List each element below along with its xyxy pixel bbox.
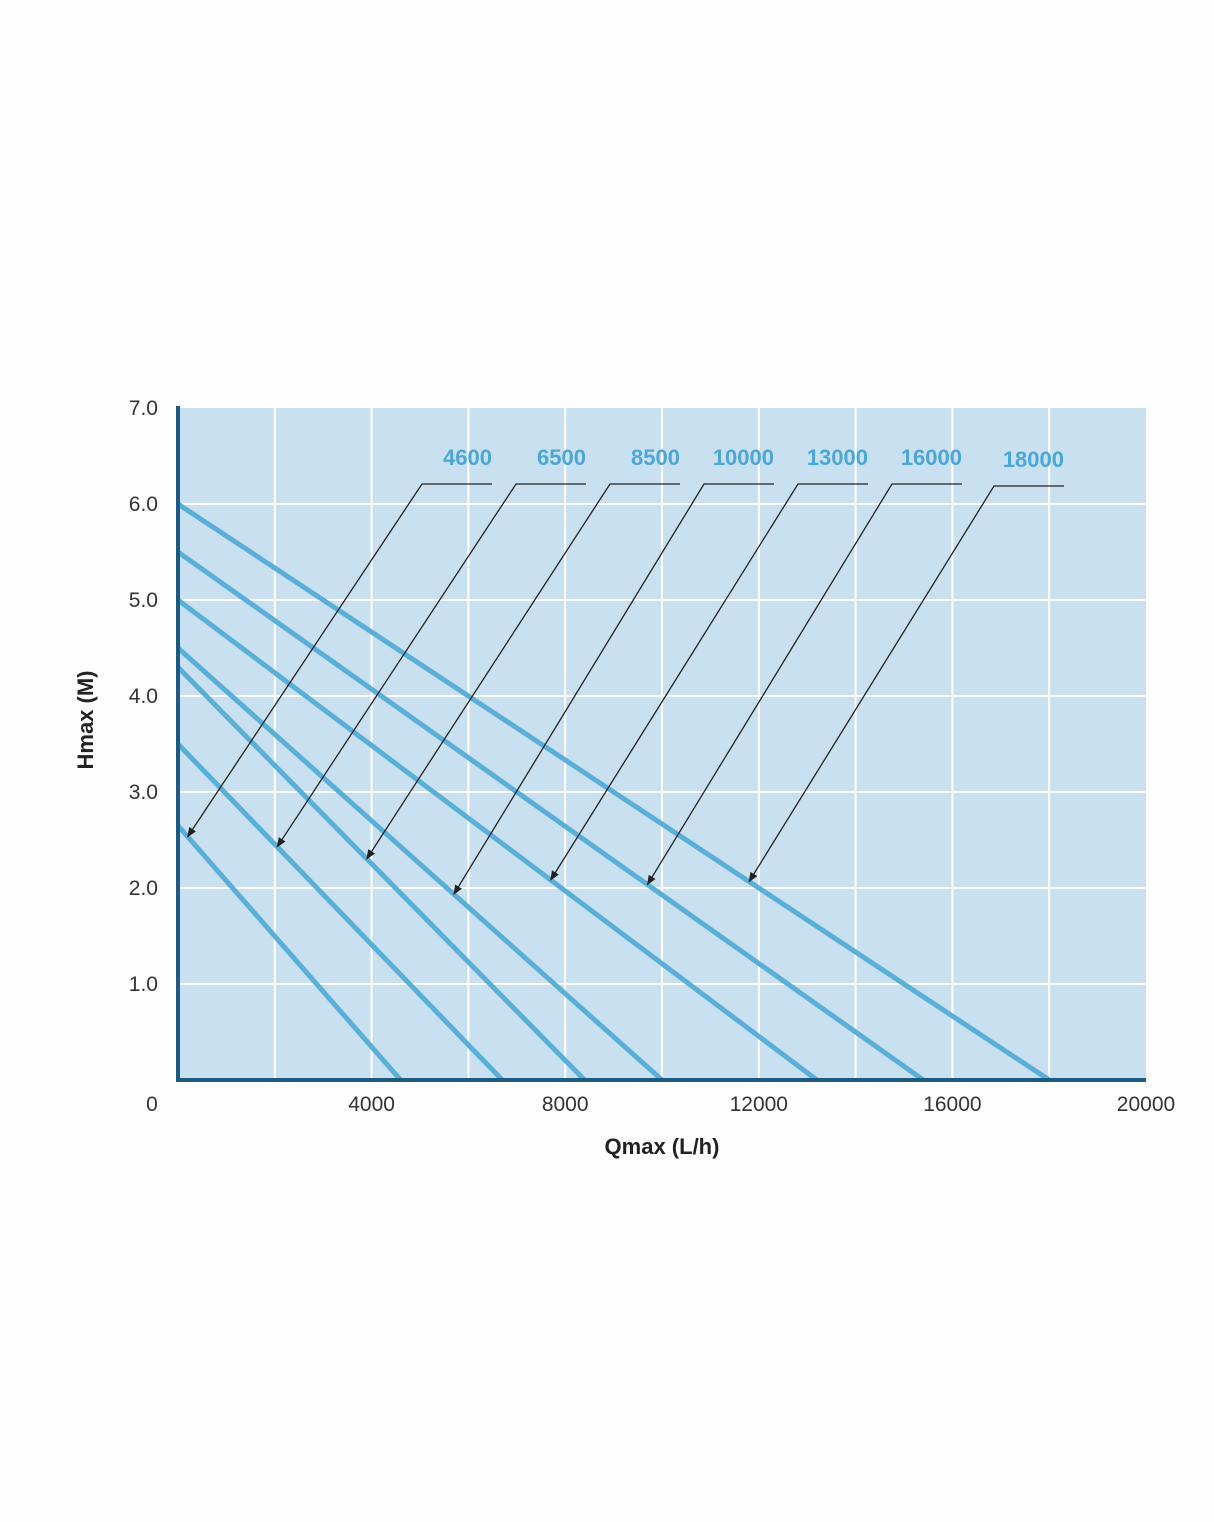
x-tick-label: 4000 xyxy=(348,1093,395,1116)
series-labels: 4600 6500 8500 10000 13000 16000 18000 xyxy=(443,445,1064,472)
y-tick-label: 4.0 xyxy=(129,685,158,708)
series-lines xyxy=(176,501,1051,1083)
x-tick-label: 0 xyxy=(146,1093,158,1116)
series-line-10000 xyxy=(176,646,664,1082)
y-tick-label: 7.0 xyxy=(129,397,158,420)
pointer-arrow-13000 xyxy=(550,483,868,881)
x-tick-label: 8000 xyxy=(542,1093,589,1116)
pointer-arrow-6500 xyxy=(276,483,586,848)
axes xyxy=(176,406,1146,1082)
series-label-16000: 16000 xyxy=(901,445,962,470)
pointer-arrow-18000 xyxy=(748,485,1064,883)
pointer-arrow-16000 xyxy=(646,483,962,886)
x-tick-label: 12000 xyxy=(730,1093,788,1116)
series-label-4600: 4600 xyxy=(443,445,492,470)
x-tick-label: 20000 xyxy=(1117,1093,1175,1116)
series-line-8500 xyxy=(176,665,587,1082)
pointer-arrow-8500 xyxy=(366,483,680,860)
tick-labels: 0 4000 8000 12000 16000 20000 1.0 2.0 3.0 4.0 5.0 6… xyxy=(129,397,1175,1116)
series-line-18000 xyxy=(176,501,1051,1083)
pointer-arrow-4600 xyxy=(187,483,492,838)
y-tick-label: 5.0 xyxy=(129,589,158,612)
y-tick-label: 3.0 xyxy=(129,781,158,804)
series-line-16000 xyxy=(176,549,925,1083)
y-axis-title: Hmax (M) xyxy=(73,670,98,769)
series-line-13000 xyxy=(176,598,819,1082)
y-tick-label: 1.0 xyxy=(129,973,158,996)
label-pointers xyxy=(187,483,1064,896)
series-label-8500: 8500 xyxy=(631,445,680,470)
series-label-18000: 18000 xyxy=(1003,447,1064,472)
series-label-6500: 6500 xyxy=(537,445,586,470)
y-tick-label: 2.0 xyxy=(129,877,158,900)
x-tick-label: 16000 xyxy=(923,1093,981,1116)
pointer-arrow-10000 xyxy=(453,483,774,896)
series-label-10000: 10000 xyxy=(713,445,774,470)
series-label-13000: 13000 xyxy=(807,445,868,470)
grid-lines xyxy=(178,408,1146,1080)
y-tick-label: 6.0 xyxy=(129,493,158,516)
series-line-4600 xyxy=(176,823,403,1082)
x-axis-title: Qmax (L/h) xyxy=(605,1134,720,1159)
series-line-6500 xyxy=(176,742,505,1082)
